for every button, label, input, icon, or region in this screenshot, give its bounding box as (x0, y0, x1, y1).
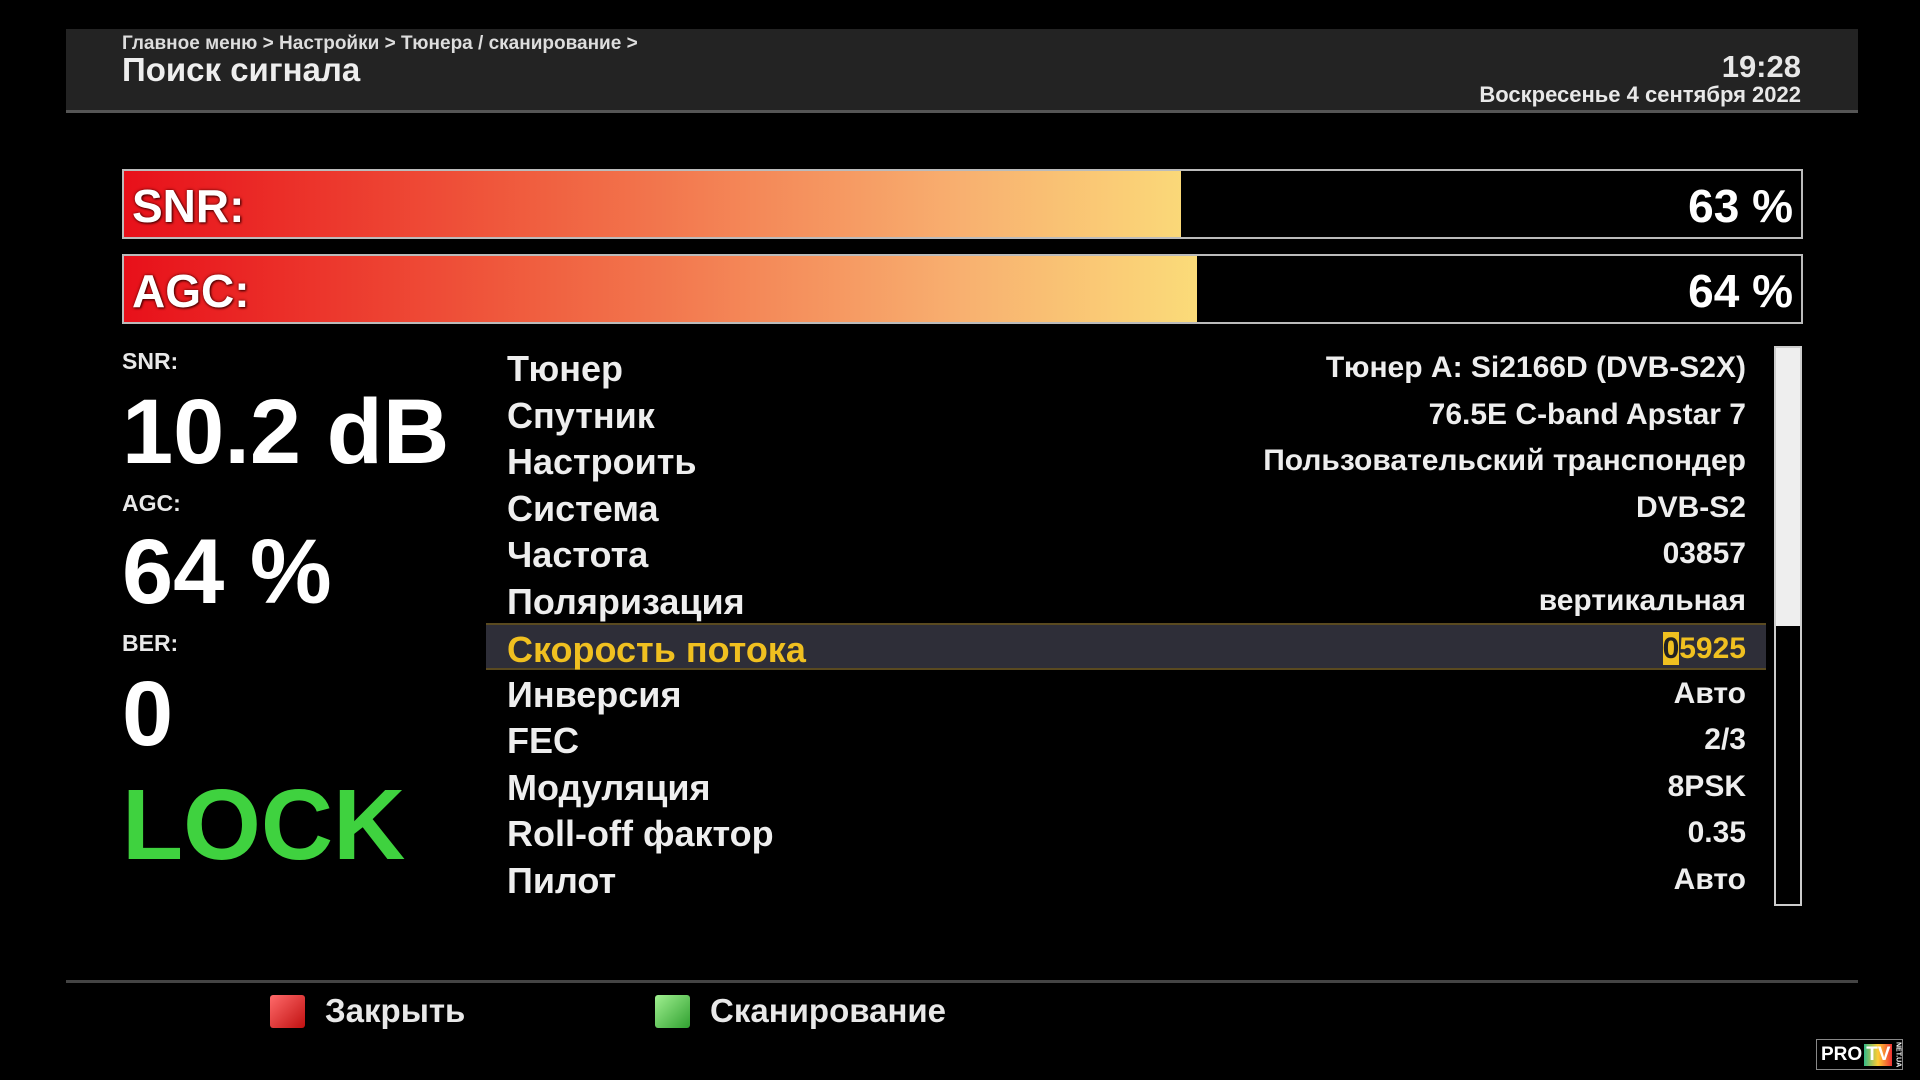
snr-bar: SNR: 63 % (122, 169, 1803, 239)
param-value: Пользовательский транспондер (1263, 444, 1746, 477)
clock-date: Воскресенье 4 сентября 2022 (1479, 82, 1801, 107)
param-value: 5925 (1679, 632, 1746, 665)
param-key: Система (507, 487, 659, 529)
param-row-satellite[interactable]: Спутник 76.5E C-band Apstar 7 (486, 391, 1766, 438)
agc-bar: AGC: 64 % (122, 254, 1803, 324)
page-title: Поиск сигнала (122, 51, 361, 88)
close-button[interactable]: Закрыть (270, 992, 465, 1030)
scan-label: Сканирование (710, 992, 947, 1029)
close-label: Закрыть (325, 992, 466, 1029)
param-row-fec[interactable]: FEC 2/3 (486, 716, 1766, 763)
param-row-setup[interactable]: Настроить Пользовательский транспондер (486, 437, 1766, 484)
param-row-frequency[interactable]: Частота 03857 (486, 530, 1766, 577)
snr-bar-label: SNR: (132, 180, 245, 232)
param-value: 8PSK (1667, 769, 1746, 803)
param-row-modulation[interactable]: Модуляция 8PSK (486, 763, 1766, 810)
param-value: 0.35 (1687, 816, 1746, 849)
param-row-pilot[interactable]: Пилот Авто (486, 856, 1766, 903)
param-row-rolloff[interactable]: Roll-off фактор 0.35 (486, 809, 1766, 856)
scrollbar-thumb[interactable] (1776, 348, 1800, 626)
param-key: Модуляция (507, 766, 711, 808)
param-row-symbol-rate[interactable]: Скорость потока 05925 (486, 623, 1766, 670)
scrollbar[interactable] (1774, 346, 1802, 906)
symbol-rate-input[interactable]: 05925 (1662, 632, 1746, 666)
parameter-list: Тюнер Тюнер A: Si2166D (DVB-S2X) Спутник 7… (486, 344, 1766, 902)
param-key: Пилот (507, 859, 617, 901)
ber-value: 0 (122, 663, 174, 765)
param-row-inversion[interactable]: Инверсия Авто (486, 670, 1766, 717)
agc-bar-value: 64 % (1688, 265, 1793, 317)
snr-bar-fill (124, 171, 1181, 237)
footer-divider (66, 980, 1858, 983)
param-key: Спутник (507, 394, 655, 436)
param-value: Авто (1673, 862, 1746, 896)
clock-time: 19:28 (1721, 49, 1801, 84)
param-key: Roll-off фактор (507, 813, 774, 854)
scan-button[interactable]: Сканирование (655, 992, 946, 1030)
param-value: вертикальная (1538, 583, 1746, 617)
breadcrumb: Главное меню > Настройки > Тюнера / скан… (122, 33, 638, 54)
logo-tv: TV (1864, 1043, 1893, 1066)
protv-logo: PRO TV NET.UA (1816, 1039, 1903, 1070)
param-value: Тюнер A: Si2166D (DVB-S2X) (1325, 351, 1746, 384)
param-key: FEC (507, 720, 579, 761)
param-value: Авто (1673, 676, 1746, 710)
snr-label: SNR: (122, 348, 179, 374)
agc-bar-label: AGC: (132, 265, 250, 317)
param-value: 03857 (1662, 537, 1746, 570)
param-key: Частота (507, 534, 649, 575)
snr-value: 10.2 dB (122, 381, 450, 483)
param-value: 76.5E C-band Apstar 7 (1428, 397, 1746, 431)
param-value: DVB-S2 (1635, 490, 1746, 524)
param-value: 2/3 (1704, 723, 1746, 756)
green-key-icon (655, 994, 690, 1028)
lock-status: LOCK (122, 769, 406, 881)
param-row-polarization[interactable]: Поляризация вертикальная (486, 577, 1766, 624)
snr-bar-value: 63 % (1688, 180, 1793, 232)
header-bar: Главное меню > Настройки > Тюнера / скан… (66, 29, 1858, 113)
agc-label: AGC: (122, 490, 181, 516)
logo-domain: NET.UA (1894, 1041, 1902, 1068)
agc-bar-fill (124, 256, 1198, 322)
param-row-system[interactable]: Система DVB-S2 (486, 484, 1766, 531)
red-key-icon (270, 994, 305, 1028)
param-key: Тюнер (507, 348, 624, 389)
agc-value: 64 % (122, 521, 332, 623)
param-key: Настроить (507, 441, 697, 482)
logo-text: PRO (1821, 1043, 1863, 1065)
param-key: Скорость потока (507, 629, 806, 670)
param-key: Инверсия (507, 673, 682, 715)
ber-label: BER: (122, 630, 179, 656)
param-row-tuner[interactable]: Тюнер Тюнер A: Si2166D (DVB-S2X) (486, 344, 1766, 391)
text-cursor: 0 (1662, 632, 1680, 665)
param-key: Поляризация (507, 580, 745, 622)
